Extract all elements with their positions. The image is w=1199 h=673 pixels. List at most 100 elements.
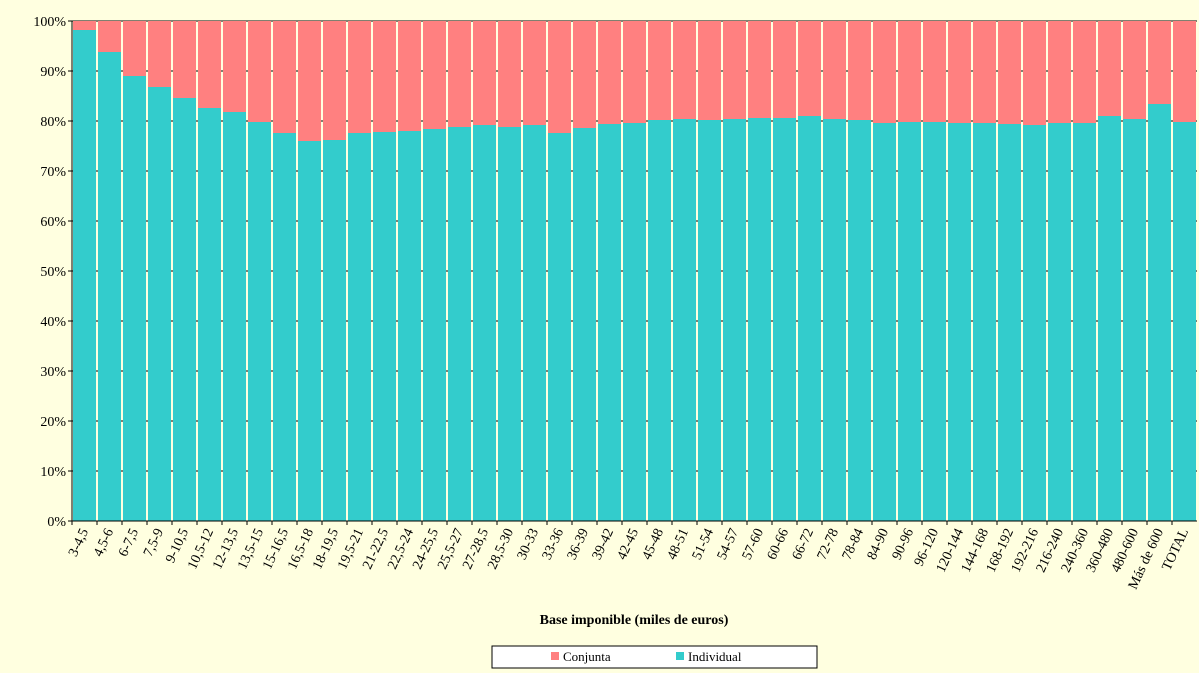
bar-segment [498,127,521,521]
bar-segment [898,21,921,122]
bar-segment [748,118,771,521]
bar-segment [423,21,446,129]
legend-label: Conjunta [563,649,611,664]
bar-segment [698,120,721,521]
y-tick-label: 30% [40,365,66,380]
x-tick-label: 78-84 [840,526,867,562]
bar-segment [148,87,171,521]
y-tick-label: 20% [40,415,66,430]
bar-segment [348,133,371,521]
bar-segment [873,123,896,521]
bar-segment [848,21,871,120]
bar-segment [448,127,471,521]
bar-segment [423,129,446,521]
bar-segment [198,108,221,521]
bar-segment [973,123,996,521]
x-tick-label: 7,5-9 [141,526,167,559]
bar-segment [873,21,896,123]
bar-segment [848,120,871,521]
bar-segment [548,133,571,521]
bar-segment [98,21,121,52]
bar-segment [1048,21,1071,123]
bar-segment [673,21,696,119]
bar-segment [1023,125,1046,521]
bar-segment [598,21,621,124]
x-tick-label: 72-78 [815,526,842,562]
y-tick-label: 10% [40,465,66,480]
bar-segment [98,52,121,521]
bar-segment [898,122,921,521]
bar-segment [573,21,596,128]
y-tick-label: 60% [40,215,66,230]
x-tick-label: 42-45 [615,526,642,562]
y-tick-label: 90% [40,65,66,80]
x-tick-label: 45-48 [640,526,667,562]
bar-segment [373,132,396,521]
bar-segment [148,21,171,87]
x-tick-label: 30-33 [515,526,542,562]
x-tick-label: 66-72 [790,526,817,562]
x-axis-title: Base imponible (miles de euros) [540,613,729,628]
bar-segment [323,21,346,140]
bar-segment [248,21,271,122]
x-tick-label: 6-7,5 [116,526,142,559]
y-tick-label: 80% [40,115,66,130]
x-tick-label: 57-60 [740,526,767,562]
bar-segment [123,21,146,76]
bar-segment [598,124,621,521]
bar-segment [1098,21,1121,116]
bar-segment [398,21,421,131]
legend-label: Individual [688,649,742,664]
bar-segment [973,21,996,123]
bar-segment [1023,21,1046,125]
bar-segment [323,140,346,521]
legend-swatch [551,652,559,660]
bar-segment [623,21,646,123]
bar-segment [773,21,796,118]
x-tick-label: 60-66 [765,526,792,562]
bar-segment [473,125,496,521]
bar-segment [223,112,246,521]
bar-segment [623,123,646,521]
y-tick-label: 100% [33,15,66,30]
x-tick-label: 33-36 [540,526,567,562]
bar-segment [1123,21,1146,119]
y-tick-label: 0% [47,515,66,530]
bar-segment [298,21,321,141]
bar-segment [823,119,846,521]
bar-segment [998,21,1021,124]
bar-segment [523,21,546,125]
y-tick-label: 40% [40,315,66,330]
bar-segment [173,98,196,521]
bar-segment [273,21,296,133]
bar-segment [273,133,296,521]
bar-segment [948,123,971,521]
y-tick-label: 70% [40,165,66,180]
bar-segment [948,21,971,123]
bar-segment [1148,21,1171,104]
bar-segment [798,116,821,521]
bar-segment [73,21,96,30]
bar-segment [998,124,1021,521]
bar-segment [473,21,496,125]
bar-segment [673,119,696,521]
bar-segment [773,118,796,521]
y-tick-label: 50% [40,265,66,280]
x-tick-label: 4,5-6 [91,526,117,559]
legend-swatch [676,652,684,660]
bar-segment [923,122,946,521]
bar-segment [498,21,521,127]
bar-segment [1048,123,1071,521]
bar-segment [648,120,671,521]
x-tick-label: 90-96 [890,526,917,562]
bar-segment [548,21,571,133]
bar-segment [1073,123,1096,521]
bar-segment [1173,21,1196,122]
x-tick-label: 84-90 [865,526,892,562]
bar-segment [923,21,946,122]
bar-segment [123,76,146,521]
bar-segment [648,21,671,120]
x-tick-label: 54-57 [715,526,742,562]
bar-segment [248,122,271,521]
